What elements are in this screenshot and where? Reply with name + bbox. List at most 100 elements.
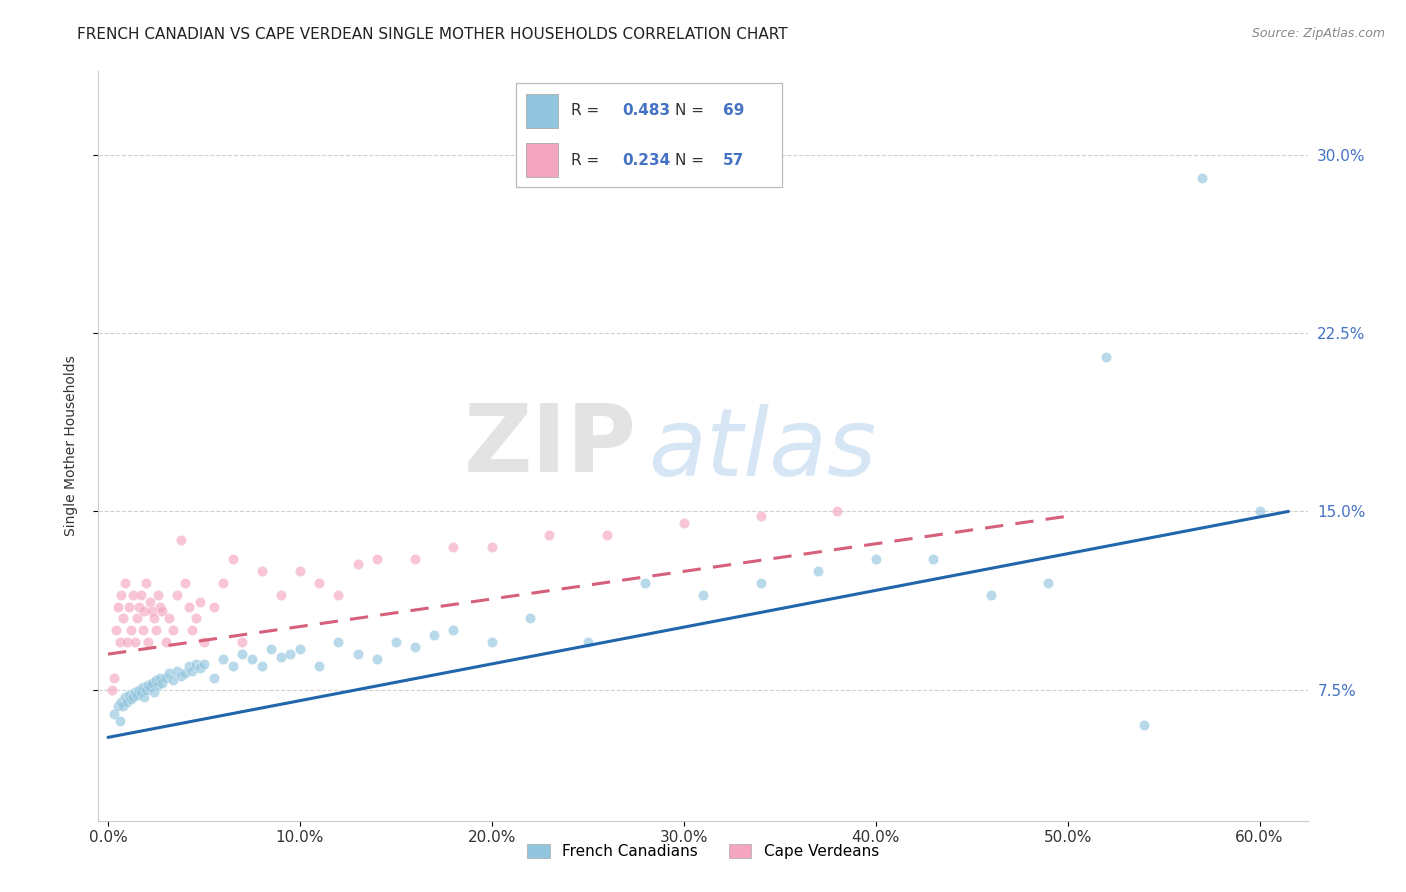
Point: [188, 595, 211, 609]
Point: [193, 635, 215, 649]
Point: [202, 671, 225, 685]
Point: [108, 635, 131, 649]
Point: [139, 681, 162, 695]
Point: [170, 533, 193, 547]
Point: [166, 664, 188, 678]
Point: [177, 599, 200, 614]
Point: [177, 659, 200, 673]
Point: [385, 635, 408, 649]
Point: [193, 657, 215, 671]
Point: [443, 540, 465, 554]
Point: [101, 682, 124, 697]
Point: [128, 682, 150, 697]
Point: [136, 678, 159, 692]
Y-axis label: Single Mother Households: Single Mother Households: [63, 356, 77, 536]
Point: [222, 659, 245, 673]
Point: [110, 588, 132, 602]
Point: [634, 575, 657, 590]
Point: [481, 635, 503, 649]
Point: [134, 690, 156, 704]
Point: [120, 624, 142, 638]
Point: [346, 647, 368, 661]
Point: [129, 685, 152, 699]
Point: [143, 685, 166, 699]
Point: [115, 635, 138, 649]
Point: [212, 652, 235, 666]
Point: [150, 675, 173, 690]
Point: [807, 564, 830, 578]
Point: [308, 575, 330, 590]
Point: [538, 528, 561, 542]
Point: [118, 599, 141, 614]
Point: [222, 552, 245, 566]
Point: [103, 671, 125, 685]
Point: [366, 652, 388, 666]
Point: [162, 673, 184, 688]
Point: [141, 604, 163, 618]
Point: [250, 564, 273, 578]
Point: [596, 528, 619, 542]
Point: [112, 611, 135, 625]
Point: [181, 664, 204, 678]
Point: [141, 675, 163, 690]
Point: [202, 599, 225, 614]
Point: [120, 692, 142, 706]
Point: [166, 588, 188, 602]
Point: [212, 575, 235, 590]
Point: [288, 642, 311, 657]
Point: [1191, 171, 1213, 186]
Point: [1249, 504, 1271, 518]
Point: [124, 635, 146, 649]
Point: [366, 552, 388, 566]
Point: [186, 611, 208, 625]
Point: [149, 599, 172, 614]
Point: [328, 635, 350, 649]
Point: [519, 611, 541, 625]
Point: [125, 611, 148, 625]
Point: [173, 575, 195, 590]
Point: [112, 699, 135, 714]
Point: [250, 659, 273, 673]
Point: [231, 635, 253, 649]
Point: [155, 635, 177, 649]
Point: [288, 564, 311, 578]
Point: [922, 552, 945, 566]
Point: [162, 624, 184, 638]
Point: [170, 668, 193, 682]
Point: [749, 575, 772, 590]
Point: [749, 509, 772, 524]
Point: [129, 588, 152, 602]
Point: [1133, 718, 1156, 732]
Point: [980, 588, 1002, 602]
Point: [104, 624, 127, 638]
Legend: French Canadians, Cape Verdeans: French Canadians, Cape Verdeans: [522, 838, 884, 865]
Point: [188, 661, 211, 675]
Point: [122, 588, 145, 602]
Point: [173, 666, 195, 681]
Point: [827, 504, 849, 518]
Point: [423, 628, 446, 642]
Point: [240, 652, 263, 666]
Point: [404, 552, 426, 566]
Point: [270, 649, 292, 664]
Point: [672, 516, 695, 531]
Text: FRENCH CANADIAN VS CAPE VERDEAN SINGLE MOTHER HOUSEHOLDS CORRELATION CHART: FRENCH CANADIAN VS CAPE VERDEAN SINGLE M…: [77, 27, 787, 42]
Text: Source: ZipAtlas.com: Source: ZipAtlas.com: [1251, 27, 1385, 40]
Point: [231, 647, 253, 661]
Point: [404, 640, 426, 654]
Point: [108, 714, 131, 728]
Point: [125, 688, 148, 702]
Point: [143, 611, 166, 625]
Point: [135, 575, 157, 590]
Point: [181, 624, 204, 638]
Point: [146, 588, 169, 602]
Point: [260, 642, 283, 657]
Point: [114, 575, 136, 590]
Point: [155, 671, 177, 685]
Point: [107, 699, 129, 714]
Point: [107, 599, 129, 614]
Point: [346, 557, 368, 571]
Point: [308, 659, 330, 673]
Point: [270, 588, 292, 602]
Point: [159, 666, 181, 681]
